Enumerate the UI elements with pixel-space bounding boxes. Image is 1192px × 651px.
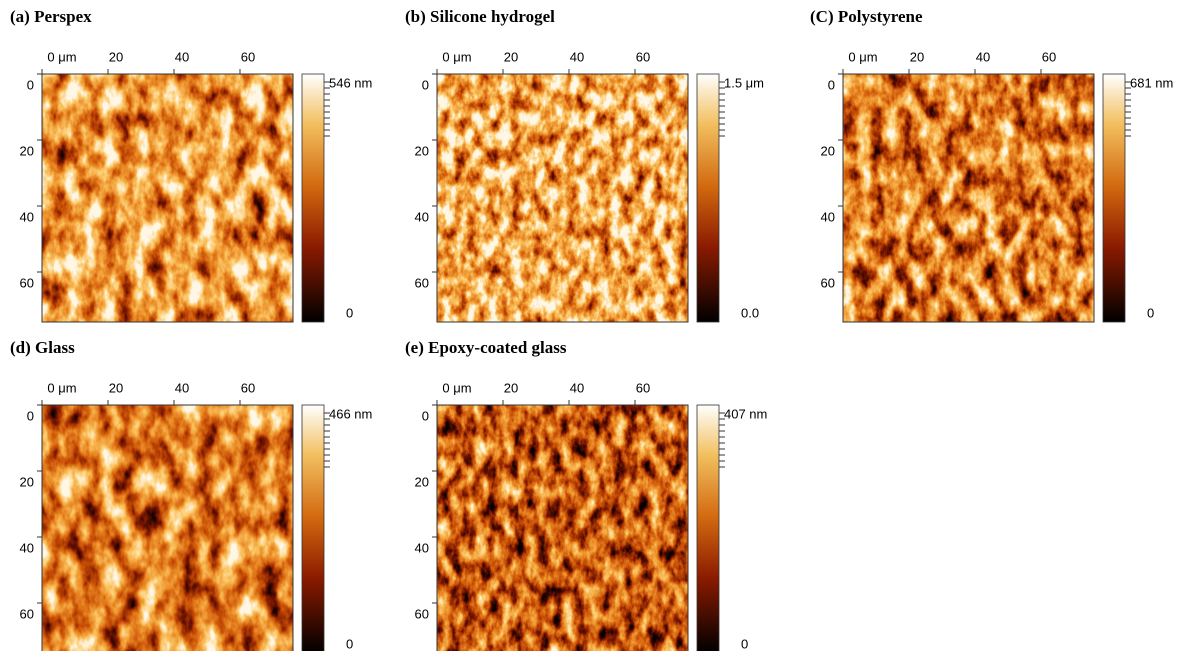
color-bar <box>302 74 324 322</box>
x-tick-label: 60 <box>636 380 650 395</box>
x-tick-label: 20 <box>504 380 518 395</box>
x-tick-label: 40 <box>175 49 189 64</box>
x-tick-label: 20 <box>109 49 123 64</box>
y-tick-label: 0 <box>422 77 429 92</box>
color-bar <box>697 405 719 651</box>
x-tick-label: 0 μm <box>47 49 76 64</box>
y-tick-label: 0 <box>828 77 835 92</box>
scale-max-label: 407 nm <box>724 406 767 421</box>
x-tick-label: 20 <box>109 380 123 395</box>
y-tick-label: 40 <box>20 209 34 224</box>
scale-max-label: 1.5 μm <box>724 75 764 90</box>
scale-min-label: 0 <box>346 636 353 651</box>
afm-image <box>42 74 293 322</box>
y-tick-label: 20 <box>20 143 34 158</box>
y-tick-label: 0 <box>27 408 34 423</box>
x-tick-label: 60 <box>636 49 650 64</box>
scale-max-label: 546 nm <box>329 75 372 90</box>
y-tick-label: 60 <box>20 606 34 621</box>
scale-max-label: 466 nm <box>329 406 372 421</box>
x-tick-label: 40 <box>570 49 584 64</box>
panel-title: (b) Silicone hydrogel <box>405 7 555 26</box>
scale-min-label: 0.0 <box>741 305 759 320</box>
x-tick-label: 20 <box>910 49 924 64</box>
x-tick-label: 40 <box>976 49 990 64</box>
x-tick-label: 0 μm <box>442 49 471 64</box>
afm-image <box>437 405 688 651</box>
y-tick-label: 40 <box>20 540 34 555</box>
x-tick-label: 20 <box>504 49 518 64</box>
y-tick-label: 60 <box>415 275 429 290</box>
x-tick-label: 0 μm <box>442 380 471 395</box>
x-tick-label: 0 μm <box>848 49 877 64</box>
x-tick-label: 60 <box>241 49 255 64</box>
scale-min-label: 0 <box>346 305 353 320</box>
color-bar <box>697 74 719 322</box>
scale-max-label: 681 nm <box>1130 75 1173 90</box>
x-tick-label: 40 <box>570 380 584 395</box>
x-tick-label: 60 <box>241 380 255 395</box>
x-tick-label: 60 <box>1042 49 1056 64</box>
scale-min-label: 0 <box>1147 305 1154 320</box>
afm-image <box>843 74 1094 322</box>
panel-title: (e) Epoxy-coated glass <box>405 338 567 357</box>
y-tick-label: 60 <box>20 275 34 290</box>
x-tick-label: 0 μm <box>47 380 76 395</box>
afm-image <box>42 405 293 651</box>
color-bar <box>302 405 324 651</box>
scale-min-label: 0 <box>741 636 748 651</box>
x-tick-label: 40 <box>175 380 189 395</box>
panel-title: (d) Glass <box>10 338 75 357</box>
y-tick-label: 40 <box>415 209 429 224</box>
y-tick-label: 20 <box>821 143 835 158</box>
color-bar <box>1103 74 1125 322</box>
y-tick-label: 40 <box>821 209 835 224</box>
y-tick-label: 0 <box>422 408 429 423</box>
y-tick-label: 20 <box>415 143 429 158</box>
y-tick-label: 40 <box>415 540 429 555</box>
y-tick-label: 20 <box>20 474 34 489</box>
y-tick-label: 60 <box>415 606 429 621</box>
afm-image <box>437 74 688 322</box>
panel-title: (C) Polystyrene <box>810 7 923 26</box>
panel-title: (a) Perspex <box>10 7 92 26</box>
y-tick-label: 20 <box>415 474 429 489</box>
y-tick-label: 0 <box>27 77 34 92</box>
y-tick-label: 60 <box>821 275 835 290</box>
figure: (a) Perspex 0 μm 20 40 60 0 20 40 60 546 nm 0 (b) S… <box>0 0 1192 651</box>
